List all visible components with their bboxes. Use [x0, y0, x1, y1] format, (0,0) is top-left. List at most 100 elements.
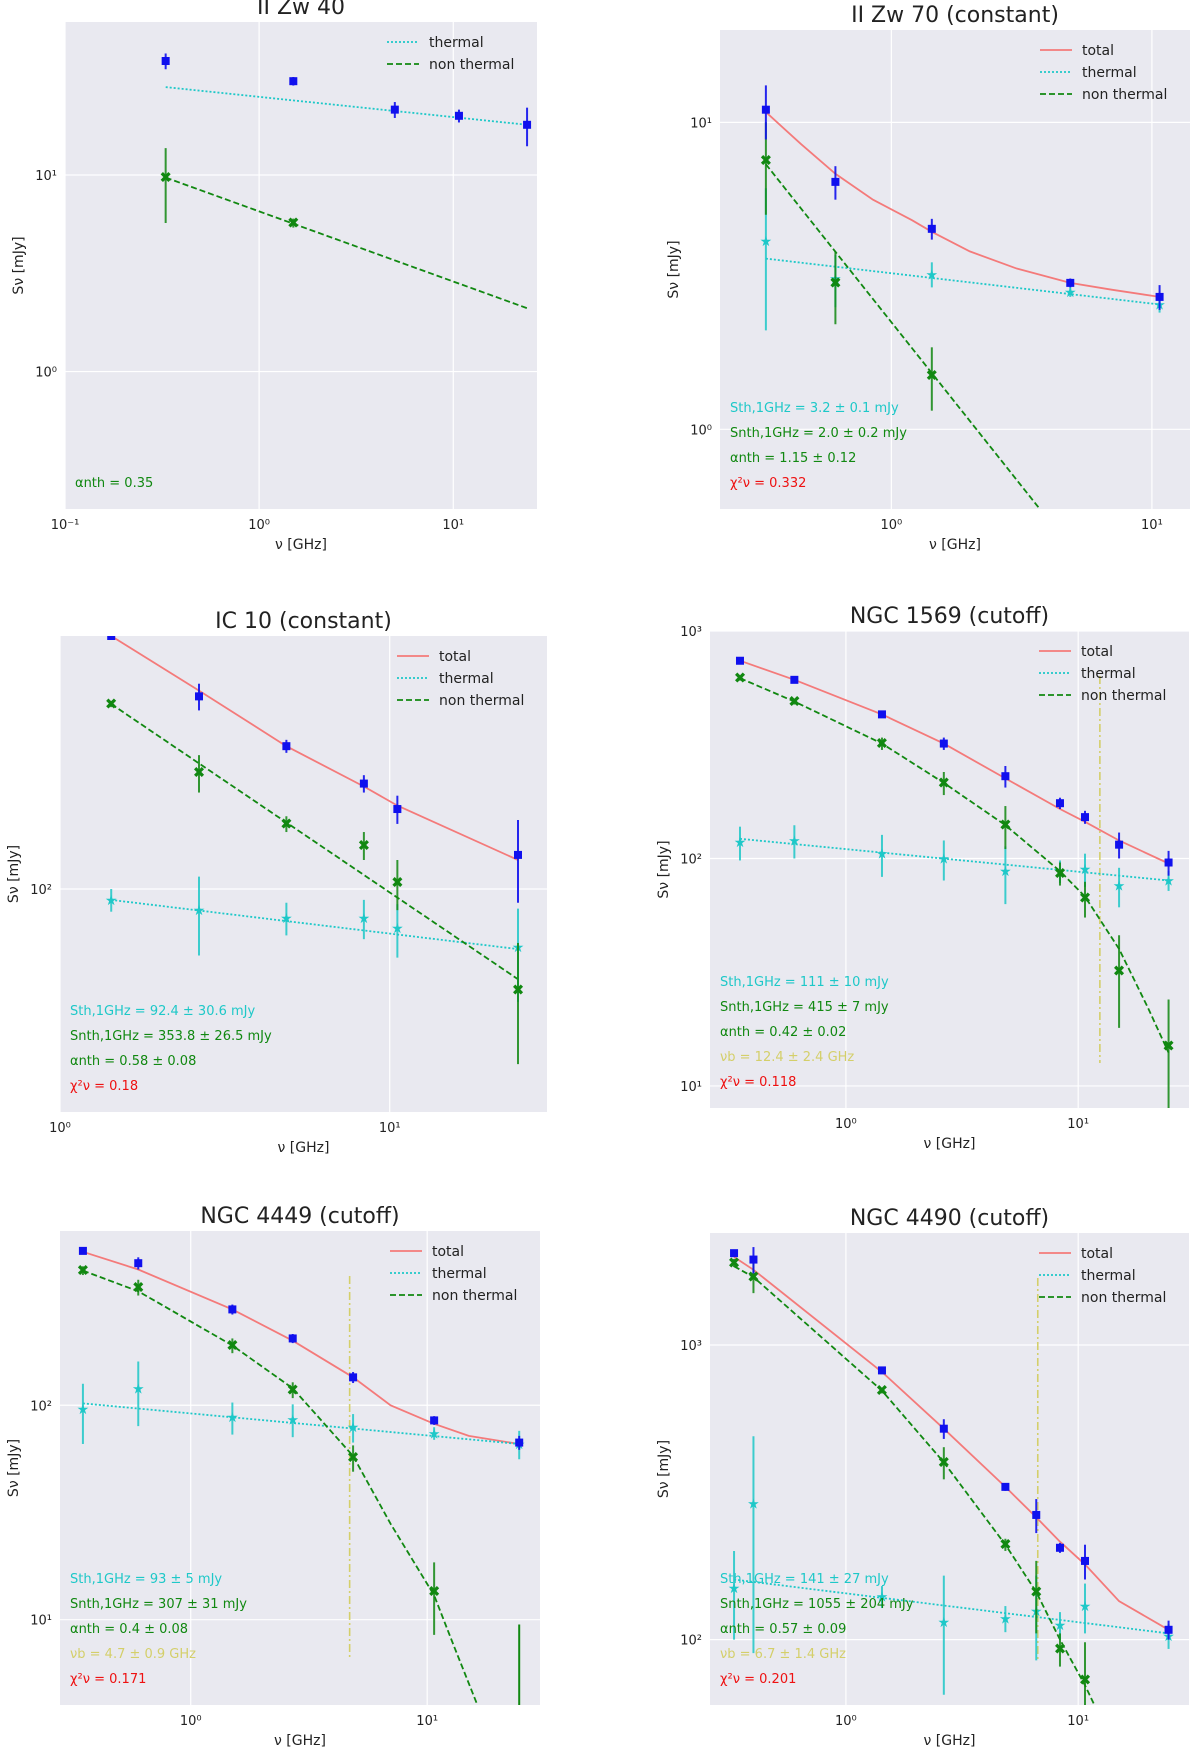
nonthermal-data-point: ✖: [926, 366, 939, 384]
total-data-point: [523, 120, 532, 129]
thermal-data-point: ★: [391, 921, 404, 937]
nonthermal-data-point: ✖: [512, 981, 525, 999]
nonthermal-data-point: ✖: [938, 774, 951, 792]
thermal-data-point: ★: [77, 1402, 90, 1418]
total-data-point: [107, 636, 116, 640]
annotation-alpha: αnth = 0.58 ± 0.08: [70, 1054, 196, 1069]
thermal-data-point: ★: [938, 1615, 951, 1631]
nonthermal-data-point: ✖: [347, 1449, 360, 1467]
plot-area: [65, 22, 537, 509]
total-data-point: [939, 739, 948, 748]
nonthermal-data-point: ✖: [876, 735, 889, 753]
y-tick-label: 10³: [680, 1339, 702, 1354]
total-data-point: [390, 105, 399, 114]
chart-panel: 10⁰ 10¹ 10¹ 10² ν [GHz] Sν [mJy] NGC 4449 (cut…: [6, 1204, 540, 1749]
y-axis-label: Sν [mJy]: [6, 1439, 22, 1497]
thermal-data-point: ★: [358, 911, 371, 927]
plot-area: [710, 631, 1189, 1108]
total-data-point: [730, 1249, 739, 1258]
nonthermal-data-point: ✖: [734, 669, 747, 687]
thermal-data-point: ★: [1064, 285, 1077, 301]
chart-title: NGC 1569 (cutoff): [850, 604, 1049, 629]
thermal-data-point: ★: [1113, 879, 1126, 895]
thermal-data-point: ★: [105, 893, 118, 909]
thermal-data-point: ★: [728, 1581, 741, 1597]
annotation-nub: νb = 6.7 ± 1.4 GHz: [720, 1647, 846, 1662]
thermal-data-point: ★: [876, 1590, 889, 1606]
total-data-point: [1115, 840, 1124, 849]
total-data-point: [790, 675, 799, 684]
y-tick-label: 10³: [680, 625, 702, 640]
legend-nonthermal-label: non thermal: [1082, 87, 1167, 103]
annotation-sth: Sth,1GHz = 141 ± 27 mJy: [720, 1572, 889, 1587]
plot-content: ✖✖: [159, 53, 532, 310]
total-data-point: [289, 77, 298, 86]
legend-total-label: total: [1081, 644, 1113, 660]
nonthermal-data-point: ✖: [1054, 1640, 1067, 1658]
thermal-data-point: ★: [428, 1426, 441, 1442]
annotation-alpha: αnth = 0.42 ± 0.02: [720, 1025, 846, 1040]
x-tick-label: 10¹: [416, 1714, 438, 1729]
nonthermal-fit-line: [765, 163, 1041, 509]
chart-panel: 10⁰ 10¹ 10¹ 10² 10³ ν [GHz] Sν [mJy] NGC 1569 (…: [656, 604, 1189, 1152]
legend-nonthermal-label: non thermal: [439, 693, 524, 709]
nonthermal-fit-line: [110, 703, 519, 980]
thermal-fit-line: [111, 899, 519, 950]
annotation-alpha: αnth = 0.35: [75, 476, 153, 491]
total-data-point: [134, 1259, 143, 1268]
chart-title: IC 10 (constant): [215, 609, 392, 634]
nonthermal-data-point: ✖: [747, 1268, 760, 1286]
chart-panel: 10⁰ 10¹ 10² ν [GHz] Sν [mJy] IC 10 (constant)…: [6, 609, 547, 1156]
nonthermal-data-point: ✖: [1162, 1037, 1175, 1055]
x-tick-label: 10⁰: [180, 1714, 202, 1729]
y-tick-label: 10⁰: [690, 423, 712, 438]
total-data-point: [161, 56, 170, 65]
thermal-data-point: ★: [876, 847, 889, 863]
y-axis-label: Sν [mJy]: [656, 840, 672, 898]
x-tick-label: 10⁰: [49, 1121, 71, 1136]
thermal-data-point: ★: [999, 1611, 1012, 1627]
thermal-fit-line: [165, 86, 528, 126]
thermal-data-point: ★: [1079, 1599, 1092, 1615]
total-data-point: [195, 692, 204, 701]
chart-panel: 10⁰ 10¹ 10² 10³ ν [GHz] Sν [mJy] NGC 4490 (cut…: [656, 1206, 1189, 1749]
x-tick-label: 10¹: [379, 1121, 401, 1136]
nonthermal-data-point: ✖: [999, 1536, 1012, 1554]
x-tick-label: 10⁰: [835, 1714, 857, 1729]
nonthermal-data-point: ✖: [286, 1381, 299, 1399]
plot-content: ★★★★★★★★★✖✖✖✖✖✖✖✖: [728, 1247, 1175, 1705]
total-data-point: [514, 850, 523, 859]
annotation-sth: Sth,1GHz = 3.2 ± 0.1 mJy: [730, 401, 899, 416]
annotation-nub: νb = 4.7 ± 0.9 GHz: [70, 1647, 196, 1662]
legend-nonthermal-label: non thermal: [1081, 1290, 1166, 1306]
y-tick-label: 10²: [680, 852, 702, 867]
total-data-point: [1055, 1543, 1064, 1552]
plot-content: ★★★★★★★★★✖✖✖✖✖✖✖✖✖: [734, 656, 1175, 1108]
annotation-nub: νb = 12.4 ± 2.4 GHz: [720, 1050, 854, 1065]
nonthermal-data-point: ✖: [132, 1278, 145, 1296]
legend-total-label: total: [432, 1244, 464, 1260]
annotation-snth: Snth,1GHz = 353.8 ± 26.5 mJy: [70, 1029, 272, 1044]
total-fit-line: [733, 1256, 1170, 1631]
plot-content: ★★★★★★★✖✖✖✖✖✖: [77, 1246, 525, 1705]
annotation-chi: χ²ν = 0.201: [720, 1672, 796, 1687]
y-axis-label: Sν [mJy]: [11, 236, 27, 294]
total-data-point: [1155, 292, 1164, 301]
total-data-point: [349, 1373, 358, 1382]
annotation-sth: Sth,1GHz = 93 ± 5 mJy: [70, 1572, 222, 1587]
thermal-data-point: ★: [1079, 862, 1092, 878]
x-tick-label: 10¹: [442, 518, 464, 533]
total-fit-line: [110, 636, 519, 861]
annotation-chi: χ²ν = 0.118: [720, 1075, 796, 1090]
y-tick-label: 10²: [30, 883, 52, 898]
nonthermal-data-point: ✖: [159, 169, 172, 187]
chart-title: II Zw 40: [257, 0, 345, 20]
annotation-snth: Snth,1GHz = 307 ± 31 mJy: [70, 1597, 247, 1612]
x-tick-label: 10¹: [1141, 518, 1163, 533]
x-tick-label: 10¹: [1067, 1117, 1089, 1132]
legend-thermal-label: thermal: [432, 1266, 487, 1282]
total-data-point: [430, 1416, 439, 1425]
annotation-snth: Snth,1GHz = 1055 ± 204 mJy: [720, 1597, 914, 1612]
thermal-data-point: ★: [788, 833, 801, 849]
